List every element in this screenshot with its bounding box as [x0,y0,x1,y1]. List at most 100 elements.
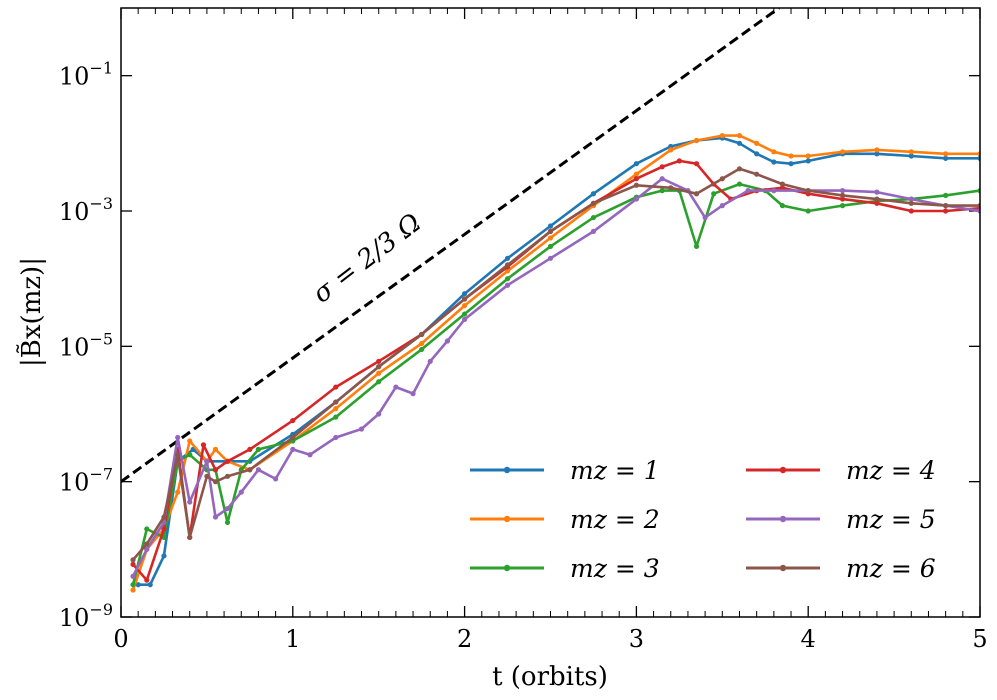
data-point [943,151,949,157]
data-point [307,452,313,458]
data-point [504,276,511,282]
data-point [943,203,949,209]
tick-labels: 0 1 2 3 4 5 10−9 10−7 10−5 10−3 10−1 [59,59,988,653]
data-point [736,166,743,172]
legend: mz = 1 mz = 2 mz = 3 mz = 4 mz = 5 mz = 6 [470,456,936,583]
data-point [175,489,181,495]
x-tick-label: 4 [801,625,816,653]
data-point [659,164,665,170]
data-point [633,176,640,182]
data-point [187,452,193,458]
data-point [462,311,468,317]
data-point [273,476,279,482]
data-point [633,171,640,177]
legend-item: mz = 3 [470,554,660,583]
data-point [224,505,231,512]
data-point [590,214,597,221]
data-point [419,340,425,347]
legend-item: mz = 4 [746,456,936,485]
legend-swatch-marker [779,466,787,474]
data-point [874,196,880,202]
y-tick-label: 10−7 [59,465,113,497]
data-point [212,479,219,485]
plot-frame [120,7,981,618]
data-point [290,417,296,424]
data-point [719,176,725,182]
legend-label: mz = 1 [570,456,660,485]
data-point [200,442,207,448]
data-point [358,426,365,432]
data-point [462,296,468,302]
series-line [132,167,980,561]
data-point [908,196,914,202]
data-point [161,526,167,532]
data-point [161,553,167,559]
data-point [144,526,150,532]
legend-item: mz = 6 [746,554,936,583]
data-point [255,446,262,452]
x-tick-label: 1 [285,625,300,653]
data-point [590,200,597,206]
data-point [462,316,468,323]
data-point [427,358,433,364]
data-point [771,159,777,165]
data-point [668,185,674,191]
data-point [161,514,167,520]
data-point [693,191,700,197]
data-point [212,467,219,473]
data-point [805,158,811,164]
legend-swatch-marker [503,466,511,474]
data-point [504,255,511,261]
data-point [874,200,880,206]
data-point [839,188,846,194]
data-point [224,473,231,479]
data-point [547,243,554,249]
data-point [175,452,181,458]
data-point [745,188,751,194]
data-point [659,188,665,194]
data-point [754,140,760,146]
data-point [839,149,846,155]
data-point [693,161,700,167]
data-point [633,182,640,188]
data-point [376,379,382,385]
data-point [144,577,150,583]
data-point [693,137,700,144]
data-point [204,473,210,479]
legend-swatch-marker [779,515,787,523]
data-point [419,346,425,353]
data-point [187,534,193,541]
data-point [788,153,794,159]
data-point [144,541,150,547]
data-point [504,262,511,268]
data-point [462,291,468,297]
data-point [702,214,708,221]
data-point [805,153,811,159]
x-tick-label: 0 [113,625,128,653]
data-point [719,203,725,209]
data-point [212,446,219,452]
legend-label: mz = 6 [846,554,936,583]
y-tick-label: 10−5 [59,329,113,361]
data-point [805,208,811,214]
data-point [874,147,880,153]
data-point [290,446,296,452]
data-point [238,489,244,495]
data-point [719,133,725,139]
data-point [393,384,399,390]
legend-label: mz = 4 [846,456,936,485]
data-point [204,458,210,464]
data-point [943,155,949,161]
data-point [130,573,136,579]
data-point [547,223,554,229]
data-point [908,200,914,206]
data-point [590,191,597,197]
legend-item: mz = 2 [470,505,660,534]
data-point [135,582,141,588]
data-point [754,151,760,157]
legend-swatch-marker [503,515,511,523]
data-point [874,189,880,195]
legend-item: mz = 1 [470,456,660,485]
x-tick-label: 2 [457,625,472,653]
